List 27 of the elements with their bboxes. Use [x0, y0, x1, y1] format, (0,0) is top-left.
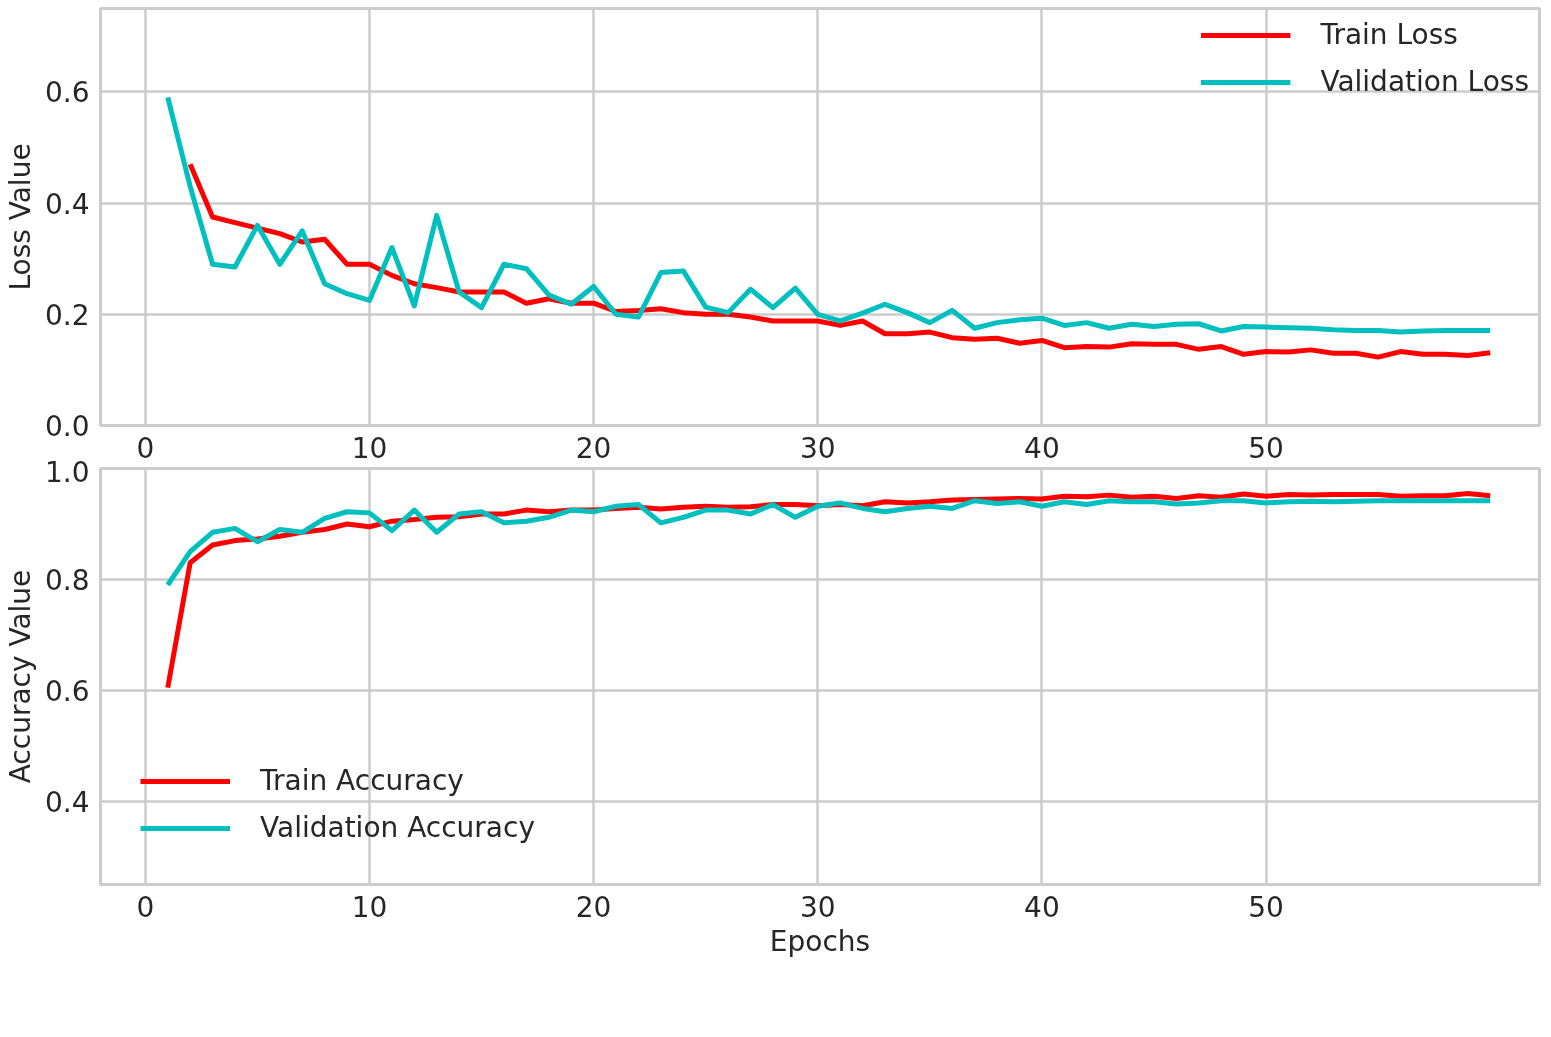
y-tick-label: 0.2 — [44, 298, 90, 332]
x-tick-label: 10 — [351, 890, 388, 924]
x-tick-label: 0 — [136, 890, 155, 924]
y-tick-label: 0.4 — [44, 785, 90, 819]
x-tick-label: 50 — [1248, 890, 1284, 924]
x-tick-label: 10 — [351, 431, 388, 465]
x-tick-label: 30 — [799, 890, 836, 924]
x-tick-label: 30 — [799, 431, 836, 465]
legend-label: Train Accuracy — [260, 764, 464, 797]
x-tick-label: 50 — [1248, 431, 1284, 465]
y-tick-label: 0.0 — [44, 410, 90, 443]
y-axis-title: Loss Value — [3, 143, 37, 291]
legend-label: Validation Loss — [1320, 65, 1529, 98]
y-tick-label: 1.0 — [44, 455, 90, 489]
legend-label: Train Loss — [1320, 18, 1458, 51]
y-tick-label: 0.6 — [44, 76, 90, 110]
x-tick-label: 40 — [1024, 890, 1060, 924]
x-tick-label: 40 — [1024, 431, 1060, 465]
x-tick-label: 0 — [136, 431, 155, 465]
y-tick-label: 0.4 — [44, 187, 90, 221]
y-axis-title: Accuracy Value — [3, 569, 37, 784]
y-tick-label: 0.6 — [44, 674, 90, 708]
x-axis-title: Epochs — [769, 924, 871, 958]
x-tick-label: 20 — [575, 890, 612, 924]
legend-label: Validation Accuracy — [260, 811, 535, 844]
x-tick-label: 20 — [575, 431, 612, 465]
y-tick-label: 0.8 — [44, 563, 90, 597]
